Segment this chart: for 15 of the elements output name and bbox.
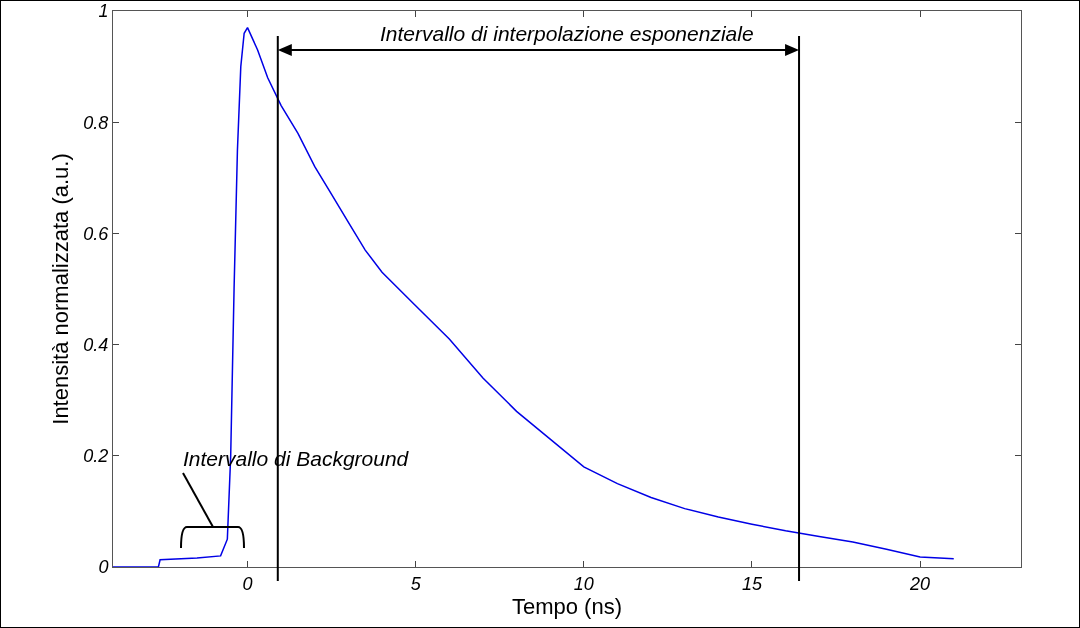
x-axis-title: Tempo (ns) bbox=[511, 593, 623, 619]
y-tick-label: 0 bbox=[98, 557, 109, 578]
y-tick-label: 1 bbox=[98, 1, 109, 22]
x-tick-label: 20 bbox=[909, 573, 931, 594]
y-tick-label: 0.2 bbox=[83, 446, 109, 467]
x-tick-label: 5 bbox=[410, 573, 422, 594]
annotation: Intervallo di interpolazione esponenziale bbox=[380, 22, 754, 45]
line-series bbox=[113, 26, 955, 567]
y-tick-label: 0.8 bbox=[83, 112, 109, 133]
x-tick-label: 15 bbox=[741, 573, 763, 594]
y-tick-label: 0.4 bbox=[83, 334, 109, 355]
x-tick-label: 0 bbox=[242, 573, 253, 594]
y-tick-label: 0.6 bbox=[83, 223, 110, 244]
x-tick-label: 10 bbox=[573, 573, 594, 594]
y-axis-title: Intensità normalizzata (a.u.) bbox=[48, 153, 74, 425]
